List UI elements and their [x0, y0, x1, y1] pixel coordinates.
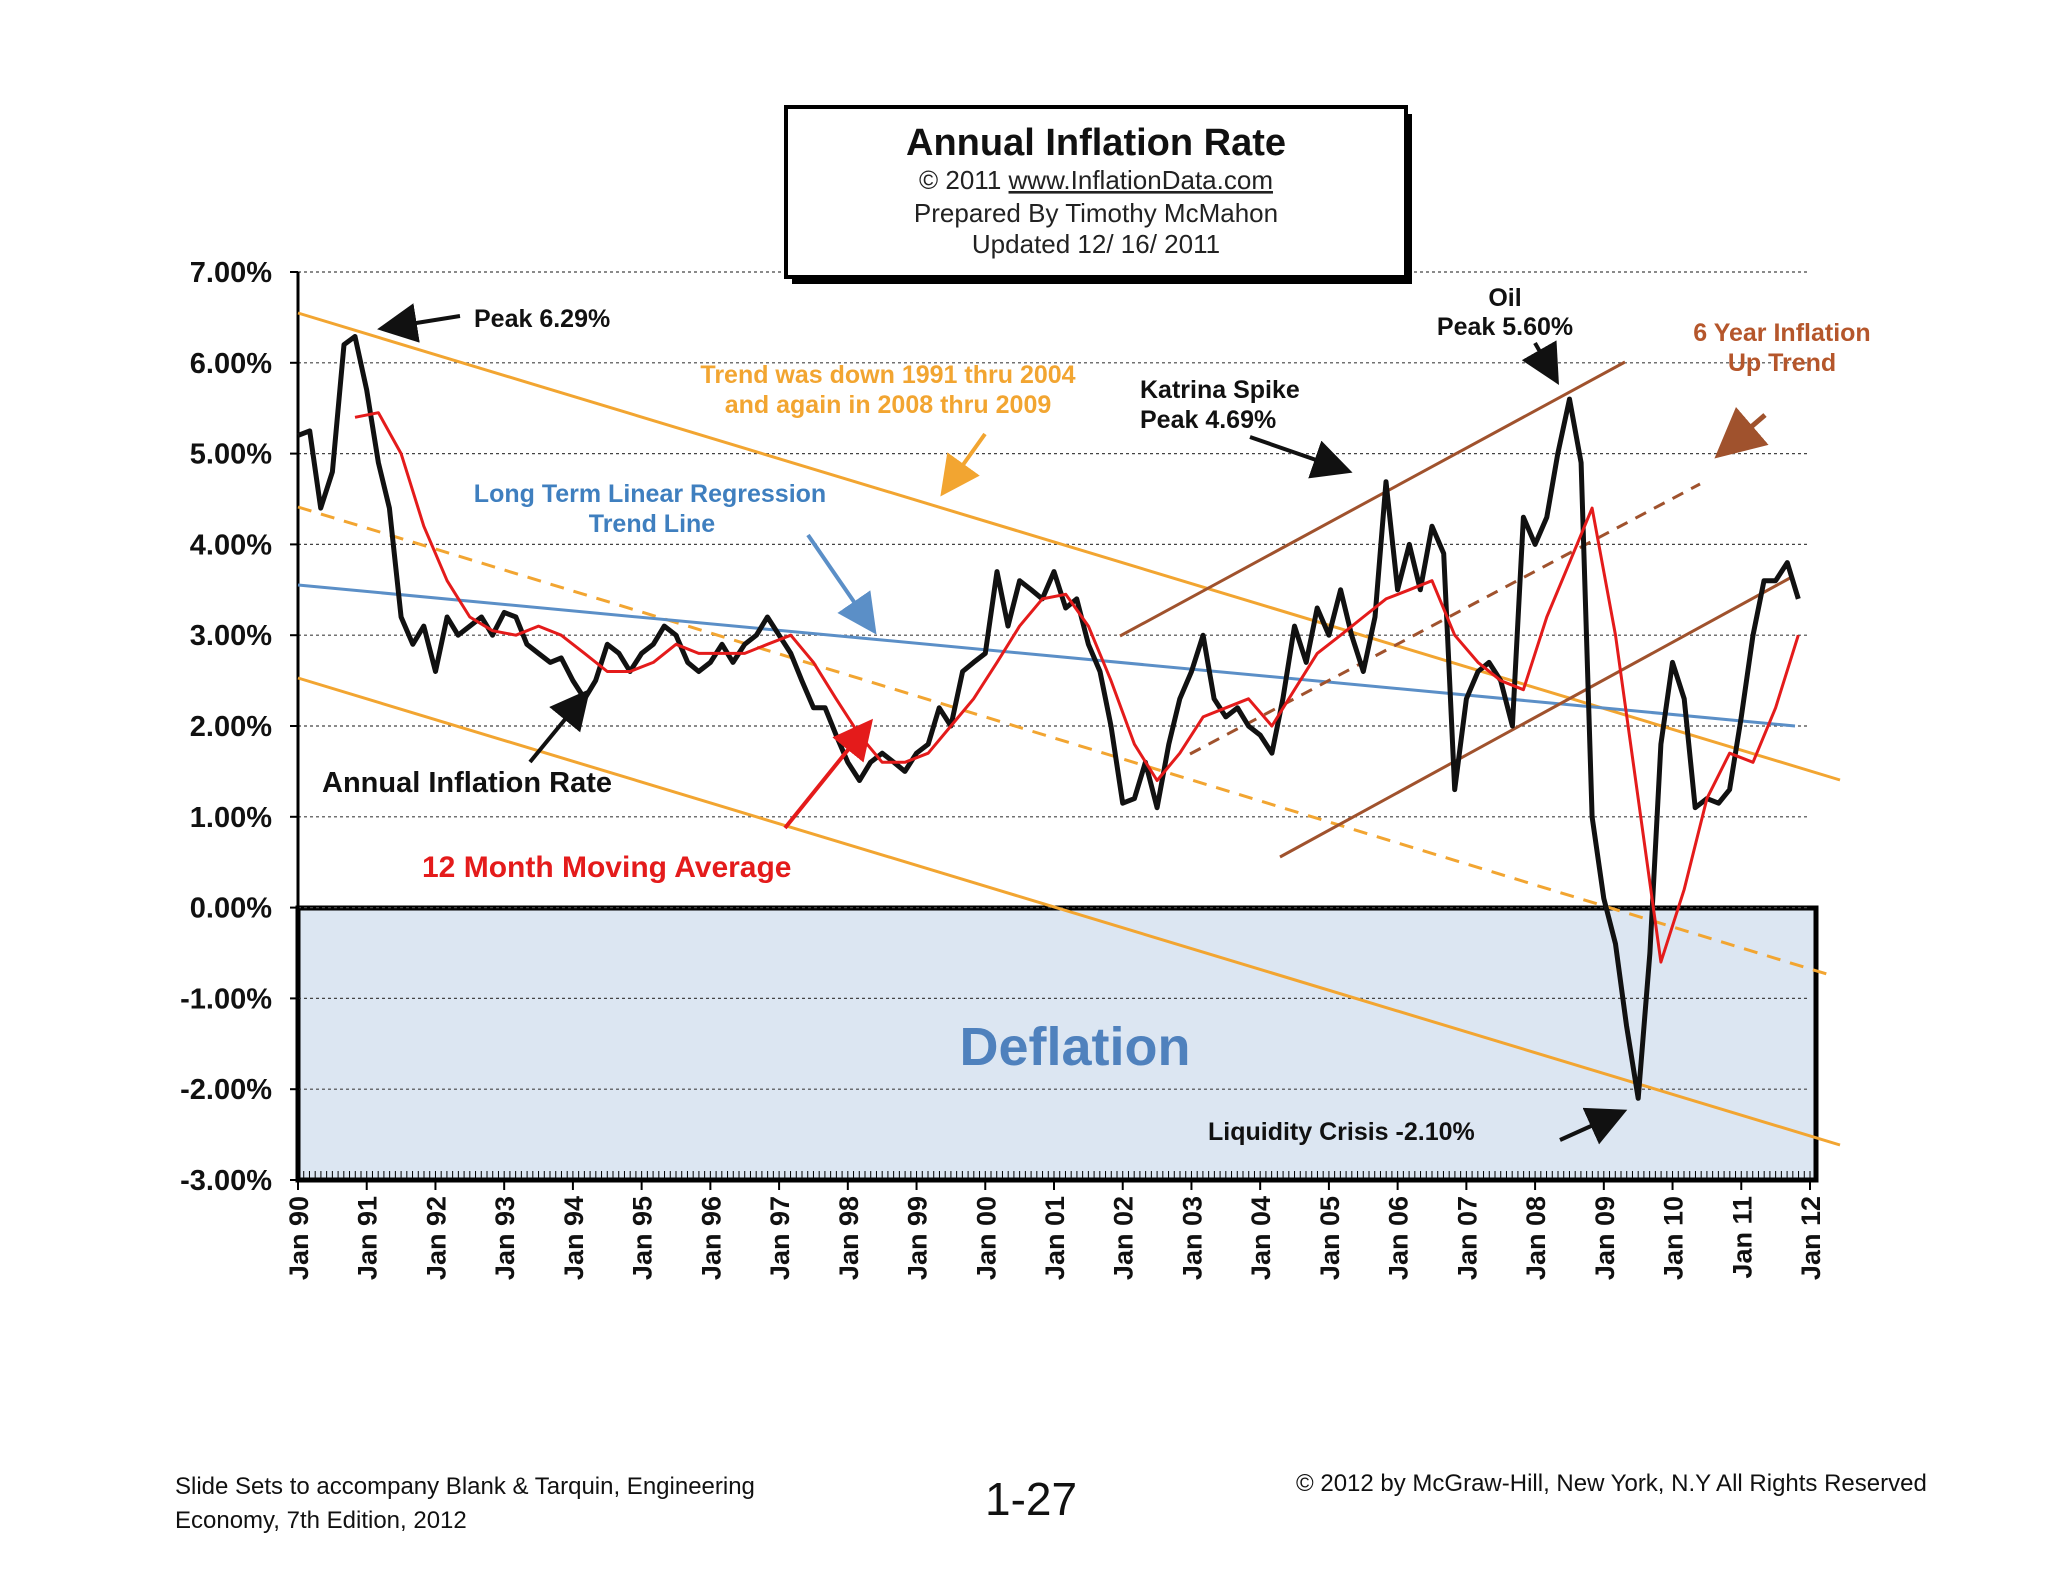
trend-down-arrow	[940, 432, 987, 497]
x-tick-label: Jan 03	[1177, 1196, 1207, 1280]
slide-number: 1-27	[985, 1473, 1078, 1525]
y-tick-label: -1.00%	[180, 983, 272, 1015]
regression-arrow	[806, 533, 877, 635]
y-tick-label: 1.00%	[190, 802, 272, 834]
y-tick-label: 2.00%	[190, 711, 272, 743]
x-tick-label: Jan 00	[971, 1196, 1001, 1280]
x-tick-label: Jan 11	[1727, 1196, 1757, 1279]
annual-rate-label: Annual Inflation Rate	[322, 767, 612, 799]
uptrend-label-2: Up Trend	[1728, 349, 1836, 377]
y-tick-label: 4.00%	[190, 529, 272, 561]
x-tick-label: Jan 06	[1384, 1196, 1414, 1280]
upper-downtrend-line	[297, 311, 1841, 782]
annual-inflation-line	[297, 334, 1801, 1101]
y-axis-ticks: 7.00% 6.00% 5.00% 4.00% 3.00% 2.00% 1.00% 0.00%…	[180, 257, 298, 1197]
site-link[interactable]: www.InflationData.com	[1008, 165, 1273, 195]
copyright-prefix: © 2011	[919, 165, 1001, 195]
x-tick-label: Jan 96	[696, 1196, 726, 1280]
x-tick-label: Jan 12	[1796, 1196, 1826, 1280]
oil-label-1: Oil	[1488, 284, 1521, 312]
moving-avg-arrow	[783, 718, 874, 830]
uptrend-lower-line	[1279, 576, 1791, 859]
liquidity-arrow	[1559, 1107, 1628, 1145]
trend-down-label-1: Trend was down 1991 thru 2004	[700, 361, 1075, 389]
deflation-label: Deflation	[959, 1017, 1190, 1077]
series-group	[297, 334, 1801, 1101]
oil-label-2: Peak 5.60%	[1437, 313, 1573, 341]
oil-arrow	[1521, 340, 1559, 385]
x-tick-label: Jan 05	[1315, 1196, 1345, 1280]
prepared-by: Prepared By Timothy McMahon	[914, 198, 1278, 228]
regression-label-1: Long Term Linear Regression	[474, 480, 826, 508]
uptrend-arrow	[1714, 406, 1769, 459]
x-tick-label: Jan 90	[284, 1196, 314, 1280]
gridlines	[298, 271, 1810, 1090]
uptrend-upper-line	[1119, 360, 1626, 638]
y-tick-label: 3.00%	[190, 620, 272, 652]
regression-trend-line	[297, 583, 1796, 728]
regression-label-2: Trend Line	[589, 510, 716, 538]
y-tick-label: 6.00%	[190, 348, 272, 380]
katrina-arrow	[1249, 435, 1353, 479]
footer-source: Slide Sets to accompany Blank & Tarquin,…	[175, 1473, 755, 1534]
x-tick-label: Jan 07	[1452, 1196, 1482, 1280]
peak-arrow	[377, 303, 461, 343]
uptrend-label-1: 6 Year Inflation	[1693, 319, 1870, 347]
x-tick-label: Jan 08	[1521, 1196, 1551, 1280]
title-box	[784, 105, 1408, 279]
x-axis-ticks: Jan 90 Jan 91 Jan 92 Jan 93 Jan 94 Jan 95 Jan …	[284, 1171, 1826, 1280]
chart-title: Annual Inflation Rate	[906, 122, 1286, 164]
katrina-label-1: Katrina Spike	[1140, 376, 1300, 404]
footer-copyright: © 2012 by McGraw-Hill, New York, N.Y All…	[1296, 1470, 1927, 1497]
x-tick-label: Jan 04	[1246, 1196, 1276, 1280]
trend-down-label-2: and again in 2008 thru 2009	[725, 391, 1052, 419]
x-tick-label: Jan 94	[559, 1196, 589, 1280]
peak-label: Peak 6.29%	[474, 305, 610, 333]
x-tick-label: Jan 98	[834, 1196, 864, 1280]
updated-date: Updated 12/ 16/ 2011	[972, 229, 1220, 259]
mid-downtrend-dashed-line	[297, 505, 1831, 977]
y-tick-label: 7.00%	[190, 257, 272, 289]
x-tick-label: Jan 09	[1590, 1196, 1620, 1280]
x-tick-label: Jan 02	[1109, 1196, 1139, 1280]
y-tick-label: 5.00%	[190, 439, 272, 471]
x-tick-label: Jan 93	[490, 1196, 520, 1280]
y-tick-label: 0.00%	[190, 893, 272, 925]
x-tick-label: Jan 95	[628, 1196, 658, 1280]
deflation-region	[295, 905, 1819, 1183]
x-tick-label: Jan 91	[353, 1196, 383, 1280]
x-tick-label: Jan 92	[421, 1196, 451, 1280]
lower-downtrend-line	[297, 676, 1841, 1147]
moving-average-line	[354, 411, 1800, 964]
copyright-line: © 2011 www.InflationData.com	[919, 165, 1273, 195]
x-tick-label: Jan 99	[903, 1196, 933, 1280]
x-tick-label: Jan 97	[765, 1196, 795, 1280]
x-tick-label: Jan 01	[1040, 1196, 1070, 1280]
annual-rate-arrow	[528, 688, 591, 764]
liquidity-label: Liquidity Crisis -2.10%	[1208, 1118, 1475, 1146]
x-tick-label: Jan 10	[1659, 1196, 1689, 1280]
moving-avg-label: 12 Month Moving Average	[422, 851, 792, 884]
y-tick-label: -3.00%	[180, 1165, 272, 1197]
katrina-label-2: Peak 4.69%	[1140, 406, 1276, 434]
y-tick-label: -2.00%	[180, 1074, 272, 1106]
